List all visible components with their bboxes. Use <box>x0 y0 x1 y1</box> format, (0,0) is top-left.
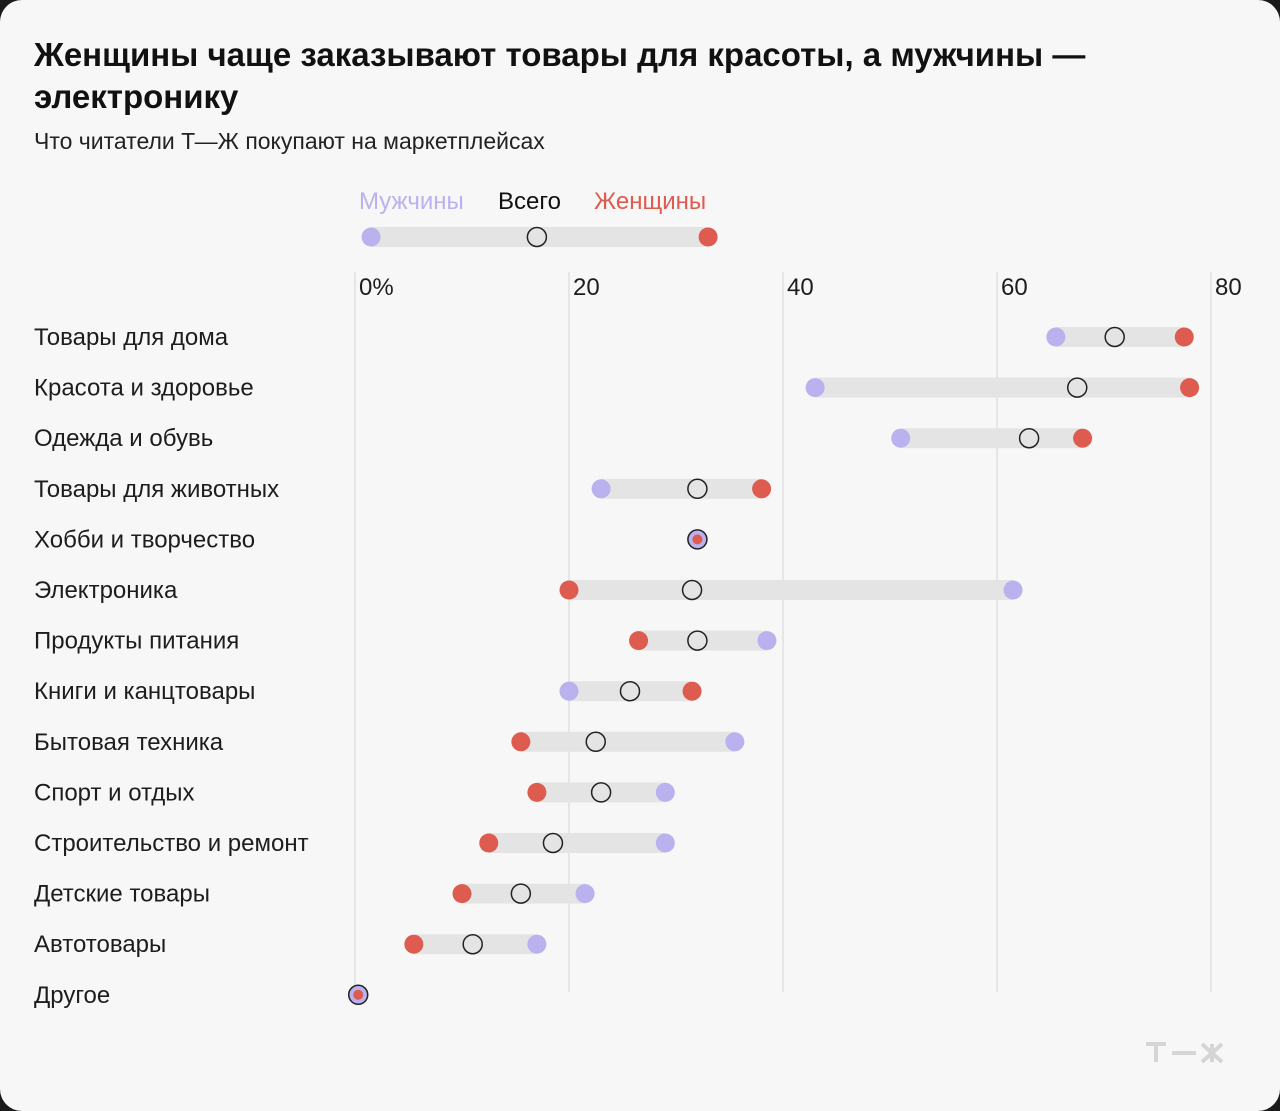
tick-label: 20 <box>573 274 600 301</box>
women-dot <box>629 631 649 651</box>
legend-total-label: Всего <box>498 188 561 215</box>
tick-label: 60 <box>1001 274 1028 301</box>
category-label: Товары для дома <box>34 324 229 351</box>
tick-label: 0% <box>359 274 394 301</box>
total-dot <box>1018 427 1040 449</box>
total-dot <box>619 680 641 702</box>
women-dot <box>511 732 531 752</box>
category-label: Книги и канцтовары <box>34 678 255 705</box>
category-label: Продукты питания <box>34 628 239 655</box>
total-dot <box>542 832 564 854</box>
category-label: Спорт и отдых <box>34 779 195 806</box>
category-label: Товары для животных <box>34 476 279 503</box>
women-dot <box>1174 327 1194 347</box>
legend-men-dot <box>361 227 381 247</box>
men-dot <box>655 833 675 853</box>
category-label: Бытовая техника <box>34 729 224 756</box>
range-bar <box>815 377 1190 398</box>
total-dot <box>590 782 612 803</box>
men-dot <box>591 479 611 499</box>
range-bar <box>900 428 1083 449</box>
total-dot <box>687 630 708 651</box>
total-dot <box>687 478 708 500</box>
category-label: Электроника <box>34 577 178 604</box>
total-dot <box>585 731 606 753</box>
men-dot <box>559 681 579 701</box>
category-label: Строительство и ремонт <box>34 830 309 857</box>
total-dot <box>681 579 703 601</box>
men-dot <box>805 378 825 398</box>
men-dot <box>725 732 745 752</box>
total-dot <box>1067 377 1088 398</box>
range-bar <box>601 478 762 499</box>
legend-women-label: Женщины <box>594 188 707 215</box>
women-dot <box>752 479 772 499</box>
women-dot <box>404 934 424 954</box>
total-dot <box>1104 326 1125 348</box>
men-dot <box>655 782 675 802</box>
legend-total-dot <box>526 226 548 248</box>
total-dot <box>462 933 483 955</box>
men-dot <box>527 934 547 954</box>
category-label: Автотовары <box>34 931 166 958</box>
range-bar <box>520 731 735 752</box>
tzh-logo <box>1146 1042 1224 1064</box>
chart-subtitle: Что читатели Т—Ж покупают на маркетплейс… <box>34 128 545 154</box>
range-bar <box>569 580 1014 600</box>
range-bar <box>488 833 666 853</box>
women-dot <box>527 782 547 802</box>
men-dot <box>1003 580 1023 600</box>
men-dot <box>575 884 595 904</box>
men-dot <box>891 428 911 448</box>
chart-title: Женщины чаще заказывают товары для красо… <box>34 36 1086 115</box>
women-dot <box>479 833 499 853</box>
category-label: Хобби и творчество <box>34 526 255 553</box>
women-dot <box>452 884 472 904</box>
women-dot <box>1180 378 1200 398</box>
women-dot <box>1073 428 1093 448</box>
category-label: Другое <box>34 982 110 1009</box>
women-dot <box>682 681 702 701</box>
tick-label: 40 <box>787 274 814 301</box>
category-label: Детские товары <box>34 881 210 908</box>
men-dot <box>757 631 777 651</box>
women-dot <box>559 580 579 600</box>
legend-women-dot <box>698 227 718 247</box>
category-label: Одежда и обувь <box>34 425 213 452</box>
total-dot <box>510 883 532 904</box>
category-label: Красота и здоровье <box>34 375 254 402</box>
men-dot <box>1046 327 1066 347</box>
legend-men-label: Мужчины <box>359 188 464 215</box>
tick-label: 80 <box>1215 274 1242 301</box>
